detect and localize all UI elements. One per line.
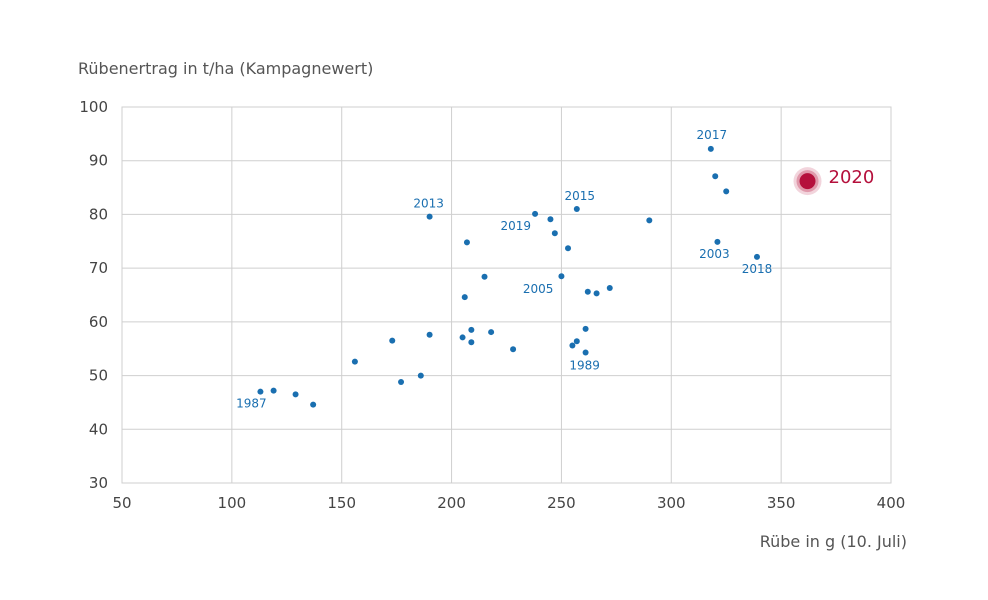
- point-label: 2015: [565, 189, 596, 203]
- data-point: [426, 213, 433, 220]
- y-tick-label: 100: [79, 98, 108, 116]
- y-axis-title: Rübenertrag in t/ha (Kampagnewert): [78, 59, 373, 78]
- x-tick-label: 350: [767, 494, 796, 512]
- data-point: [753, 253, 760, 260]
- data-point: [510, 346, 517, 353]
- data-point: [459, 334, 466, 341]
- data-point: [488, 329, 495, 336]
- data-point: [606, 285, 613, 292]
- data-point: [573, 206, 580, 213]
- data-point: [712, 173, 719, 180]
- x-tick-label: 250: [547, 494, 576, 512]
- grid: [121, 106, 892, 484]
- data-point: [714, 238, 721, 245]
- point-label: 2018: [742, 262, 773, 276]
- data-point: [257, 388, 264, 395]
- data-point: [463, 239, 470, 246]
- data-point: [707, 145, 714, 152]
- point-labels: 1987 2013 2019 2005 2015 1989 2017 2003 2018: [236, 128, 772, 411]
- y-tick-label: 50: [89, 367, 108, 385]
- point-label: 1989: [569, 358, 600, 372]
- x-tick-label: 400: [877, 494, 906, 512]
- data-point: [723, 188, 730, 195]
- data-point: [582, 349, 589, 356]
- x-axis-title: Rübe in g (10. Juli): [760, 532, 907, 551]
- point-label: 2005: [523, 282, 554, 296]
- x-tick-label: 100: [218, 494, 247, 512]
- highlight-label: 2020: [829, 167, 875, 188]
- data-point: [551, 230, 558, 237]
- data-point: [646, 217, 653, 224]
- data-point: [351, 358, 358, 365]
- point-label: 1987: [236, 397, 267, 411]
- data-point: [558, 273, 565, 280]
- data-point: [569, 342, 576, 349]
- data-point: [573, 338, 580, 345]
- data-point: [270, 387, 277, 394]
- data-point: [417, 372, 424, 379]
- point-label: 2019: [501, 219, 532, 233]
- point-label: 2003: [699, 247, 730, 261]
- data-point: [584, 288, 591, 295]
- y-tick-label: 30: [89, 474, 108, 492]
- x-tick-label: 50: [112, 494, 131, 512]
- y-tick-label: 80: [89, 205, 108, 223]
- data-point: [532, 210, 539, 217]
- y-tick-label: 60: [89, 313, 108, 331]
- data-point: [426, 331, 433, 338]
- highlight-point: [799, 173, 816, 190]
- data-point: [565, 245, 572, 252]
- x-tick-label: 200: [437, 494, 466, 512]
- x-tick-label: 300: [657, 494, 686, 512]
- point-label: 2013: [413, 197, 444, 211]
- point-label: 2017: [697, 128, 728, 142]
- data-point: [468, 326, 475, 333]
- y-tick-label: 40: [89, 420, 108, 438]
- data-point: [389, 337, 396, 344]
- data-points: [257, 145, 760, 408]
- data-point: [582, 325, 589, 332]
- data-point: [481, 273, 488, 280]
- x-tick-label: 150: [327, 494, 356, 512]
- highlight-point-group: 2020: [793, 167, 875, 196]
- data-point: [468, 339, 475, 346]
- data-point: [310, 401, 317, 408]
- y-tick-label: 70: [89, 259, 108, 277]
- data-point: [547, 216, 554, 223]
- data-point: [292, 391, 299, 398]
- data-point: [398, 379, 405, 386]
- tick-labels: 50 100 150 200 250 300 350 400 30 40 50 60 70 80 90 100: [79, 98, 905, 512]
- y-tick-label: 90: [89, 152, 108, 170]
- data-point: [461, 294, 468, 301]
- plot-frame: [121, 106, 892, 484]
- data-point: [593, 290, 600, 297]
